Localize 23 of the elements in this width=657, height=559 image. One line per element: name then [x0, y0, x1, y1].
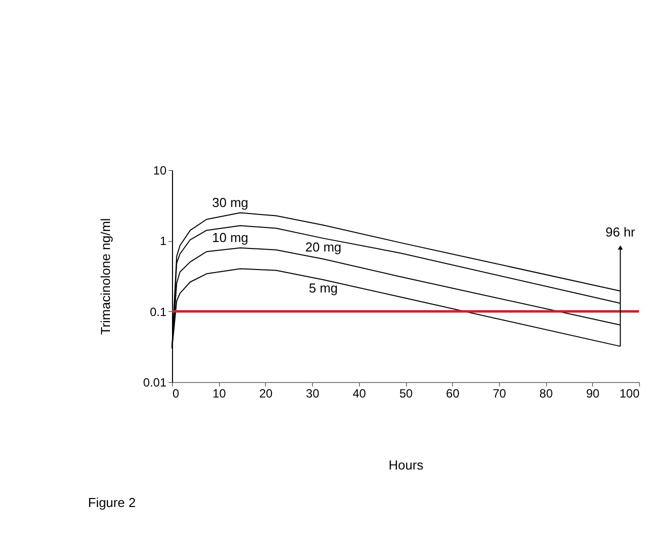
y-tick-label: 0.01 [143, 376, 167, 390]
series-label: 20 mg [305, 239, 342, 254]
x-tick-label: 100 [619, 386, 640, 400]
x-tick-label: 30 [306, 386, 320, 400]
series-label: 10 mg [212, 230, 248, 245]
annotation: 96 hr [606, 224, 636, 240]
y-tick-label: 0.1 [150, 304, 167, 319]
caption: Figure 2 [88, 495, 136, 510]
x-tick-label: 10 [212, 386, 226, 400]
y-axis-title: Trimacinolone ng/ml [98, 218, 114, 335]
x-tick-label: 90 [586, 386, 600, 400]
x-tick-label: 50 [399, 386, 413, 400]
x-tick-label: 40 [352, 386, 366, 400]
x-axis-title: Hours [388, 458, 424, 472]
x-tick-label: 20 [259, 386, 273, 400]
series-label: 5 mg [308, 280, 338, 296]
x-tick-label: 0 [172, 386, 180, 400]
y-tick-label: 10 [153, 164, 167, 178]
x-tick-label: 70 [492, 386, 506, 400]
y-tick-label: 1 [160, 234, 167, 248]
series-label: 30 mg [212, 194, 248, 210]
x-tick-label: 80 [539, 386, 554, 400]
x-tick-label: 60 [446, 386, 460, 400]
